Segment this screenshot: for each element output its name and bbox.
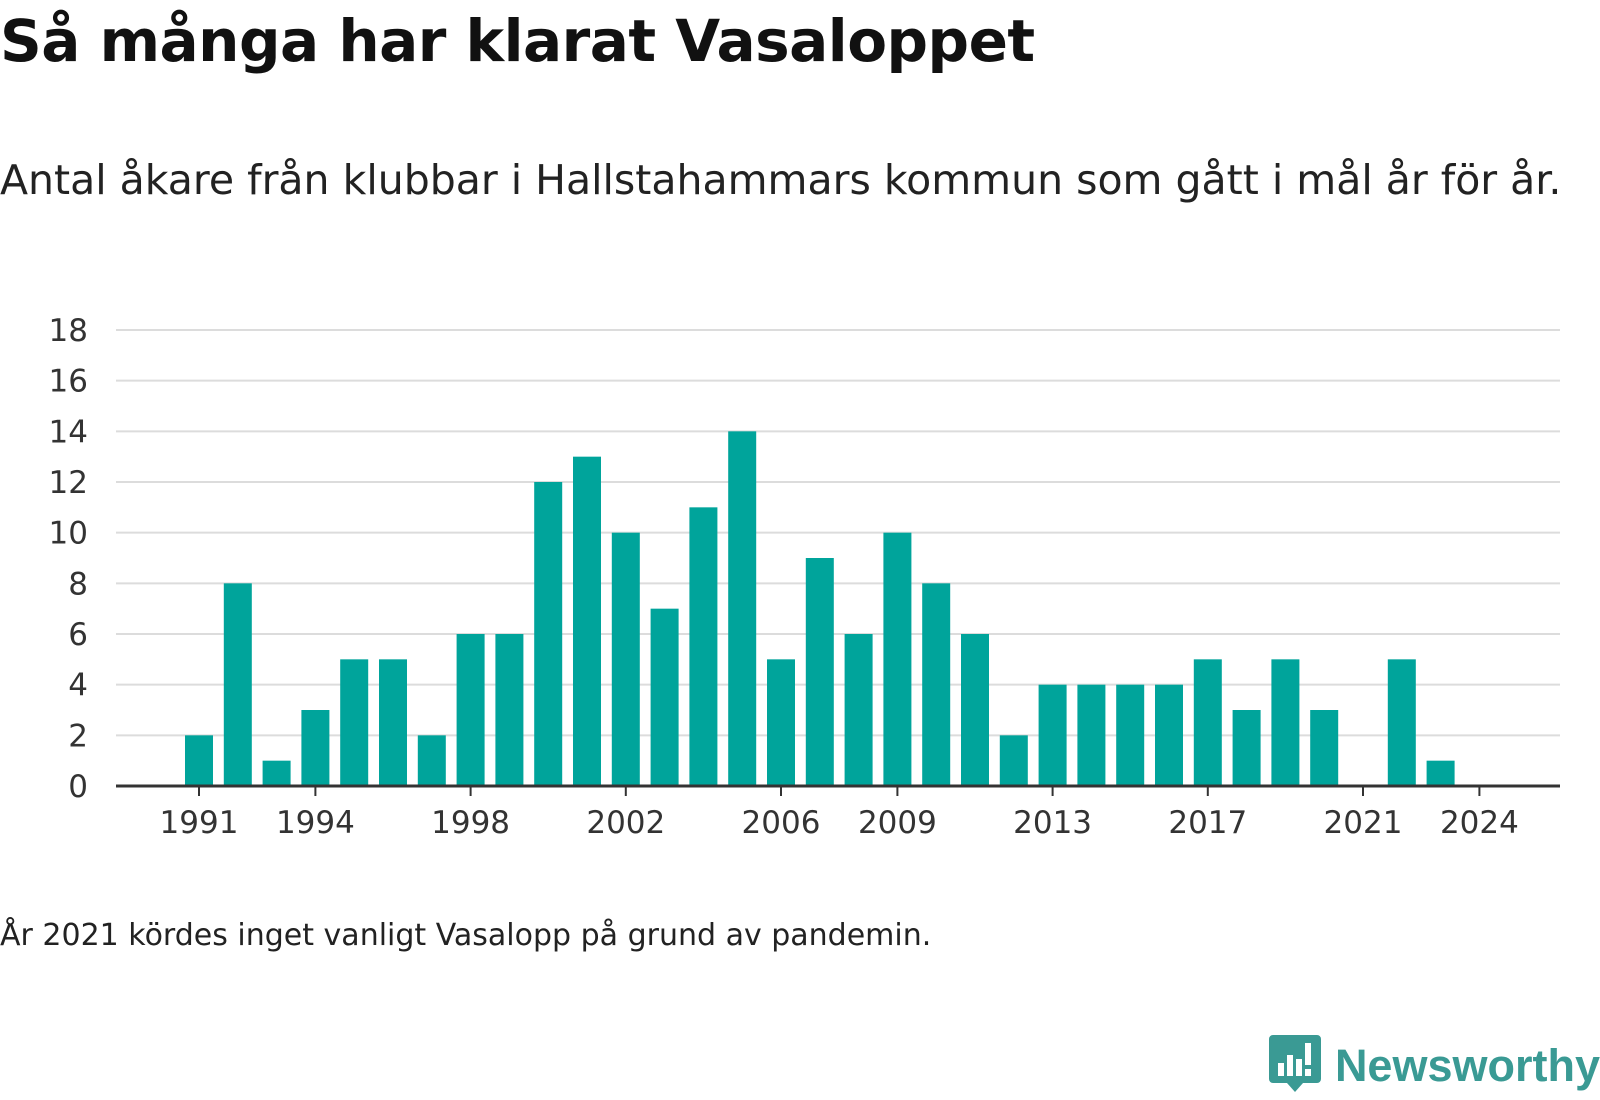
bar-2023: [1426, 760, 1455, 786]
bar-2011: [961, 634, 989, 786]
bar-2002: [611, 532, 640, 786]
bar-2000: [534, 482, 563, 786]
x-tick-label: 2006: [742, 805, 821, 841]
y-tick-label: 16: [49, 364, 88, 400]
bar-1996: [379, 659, 407, 786]
y-tick-label: 4: [68, 668, 88, 704]
bar-2006: [767, 659, 795, 786]
chart-title: Så många har klarat Vasaloppet: [0, 7, 1035, 75]
x-tick-label: 2013: [1013, 805, 1092, 841]
footnote: År 2021 kördes inget vanligt Vasalopp på…: [0, 918, 932, 953]
bar-1999: [495, 634, 524, 786]
bar-chart-speech-bubble-icon: [1268, 1035, 1321, 1097]
bar-2017: [1193, 659, 1222, 786]
chart-subtitle: Antal åkare från klubbar i Hallstahammar…: [0, 156, 1562, 204]
y-tick-label: 8: [68, 566, 88, 602]
bar-2003: [650, 608, 679, 786]
bar-1997: [417, 735, 446, 786]
x-tick-label: 1998: [431, 805, 510, 841]
bar-2015: [1116, 684, 1145, 786]
bar-2013: [1038, 684, 1067, 786]
brand-logo: Newsworthy: [1268, 1035, 1600, 1097]
x-tick-label: 2009: [858, 805, 937, 841]
y-tick-label: 6: [68, 617, 88, 653]
bar-1991: [185, 735, 213, 786]
bars: [185, 431, 1455, 786]
y-axis-ticks: 0 2 4 6 8 10 12 14 16 18: [49, 313, 88, 805]
x-tick-label: 2024: [1440, 805, 1519, 841]
y-tick-label: 10: [49, 516, 88, 552]
bar-2007: [805, 558, 834, 786]
bar-2012: [999, 735, 1028, 786]
bar-2020: [1310, 710, 1339, 786]
bar-2019: [1271, 659, 1300, 786]
x-tick-label: 2021: [1324, 805, 1403, 841]
bar-1994: [301, 710, 330, 786]
bar-2001: [573, 456, 601, 786]
bar-2022: [1387, 659, 1416, 786]
bar-1993: [262, 760, 291, 786]
bar-1995: [340, 659, 369, 786]
bar-2004: [689, 507, 718, 786]
bar-2010: [922, 583, 951, 786]
bar-2009: [883, 532, 912, 786]
y-tick-label: 14: [49, 414, 88, 450]
bar-2008: [844, 634, 873, 786]
bar-1992: [223, 583, 252, 786]
grid-lines: [116, 329, 1560, 737]
x-tick-label: 2002: [586, 805, 665, 841]
bar-2005: [728, 431, 757, 786]
x-axis-ticks: 1991 1994 1998 2002 2006 2009 2013 2017 2021 2024: [160, 786, 1519, 841]
x-tick-label: 1991: [160, 805, 239, 841]
x-tick-label: 2017: [1168, 805, 1247, 841]
y-tick-label: 0: [68, 769, 88, 805]
bar-2018: [1232, 710, 1261, 786]
y-tick-label: 18: [49, 313, 88, 349]
bar-2016: [1155, 684, 1183, 786]
bar-2014: [1077, 684, 1106, 786]
bar-chart: 0 2 4 6 8 10 12 14 16 18 1991 1994 1998 2002 2006 2009…: [49, 313, 1560, 841]
bar-1998: [456, 634, 485, 786]
brand-name: Newsworthy: [1334, 1040, 1600, 1091]
y-tick-label: 2: [68, 718, 88, 754]
y-tick-label: 12: [49, 465, 88, 501]
x-tick-label: 1994: [276, 805, 355, 841]
